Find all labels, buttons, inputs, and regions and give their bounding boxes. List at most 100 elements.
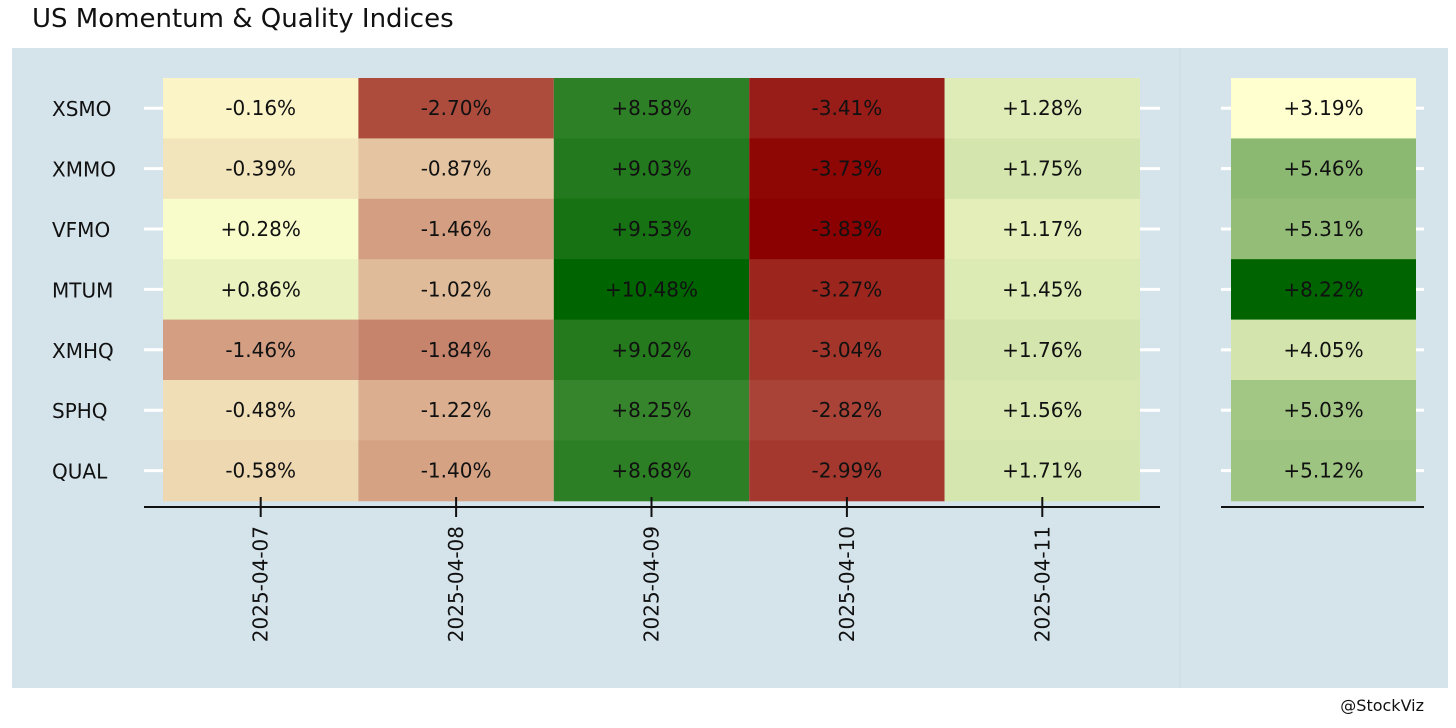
cell-value-label: -2.70% — [421, 96, 492, 120]
heatmap-cell — [1231, 198, 1416, 260]
cell-value-label: +1.76% — [1002, 338, 1082, 362]
y-tick-label: XMMO — [52, 158, 116, 182]
heatmap-cell — [553, 259, 750, 321]
heatmap-cell — [358, 78, 554, 139]
heatmap-cell — [553, 78, 750, 139]
heatmap-cell — [553, 440, 750, 502]
heatmap-cell — [358, 380, 554, 441]
credit-label: @StockViz — [1340, 696, 1424, 715]
y-tick-label: VFMO — [52, 218, 110, 242]
heatmap-cell — [944, 198, 1140, 260]
heatmap-cell — [749, 198, 945, 260]
heatmap-cell — [749, 138, 945, 200]
cell-value-label: +8.68% — [611, 459, 691, 483]
y-tick-label: XMHQ — [52, 339, 114, 363]
heatmap-cell — [1231, 259, 1416, 321]
heatmap-cell — [163, 440, 359, 502]
heatmap-cell — [944, 440, 1140, 502]
cell-value-label: +0.28% — [221, 217, 301, 241]
cell-value-label: +1.28% — [1002, 96, 1082, 120]
cell-value-label: +8.58% — [611, 96, 691, 120]
heatmap-cell — [553, 198, 750, 260]
cell-value-label: -3.27% — [812, 277, 883, 301]
cell-value-label: +1.45% — [1002, 277, 1082, 301]
heatmap-cell — [1231, 440, 1416, 502]
heatmap-cell — [358, 259, 554, 321]
heatmap-cell — [163, 138, 359, 200]
x-tick-label: 2025-04-10 — [835, 526, 859, 642]
y-tick-label: XSMO — [52, 97, 111, 121]
heatmap-cell — [749, 440, 945, 502]
cell-value-label: -0.87% — [421, 157, 492, 181]
heatmap-cell — [358, 198, 554, 260]
y-tick-label: SPHQ — [52, 399, 108, 423]
cell-value-label: +9.53% — [611, 217, 691, 241]
heatmap-cell — [1231, 380, 1416, 441]
y-tick-label: MTUM — [52, 278, 113, 302]
heatmap-cell — [163, 78, 359, 139]
heatmap-cell — [553, 319, 750, 381]
cell-value-label: -1.22% — [421, 398, 492, 422]
cell-value-label: -3.04% — [812, 338, 883, 362]
heatmap-cell — [1231, 78, 1416, 139]
heatmap-cell — [163, 259, 359, 321]
x-tick-label: 2025-04-09 — [640, 526, 664, 642]
cell-value-label: -0.48% — [225, 398, 296, 422]
cell-value-label: +8.25% — [611, 398, 691, 422]
cell-value-label: +5.12% — [1283, 459, 1363, 483]
x-tick-label: 2025-04-08 — [444, 526, 468, 642]
heatmap-cell — [749, 319, 945, 381]
cell-value-label: +9.03% — [611, 157, 691, 181]
heatmap-cell — [1231, 138, 1416, 200]
cell-value-label: +1.71% — [1002, 459, 1082, 483]
daily-returns-grid: -0.16% -2.70% +8.58% -3.41% +1.28% -0.39% -0.8… — [163, 78, 1140, 502]
chart-title: US Momentum & Quality Indices — [32, 4, 454, 34]
total-returns-grid: +3.19% +5.46% +5.31% +8.22% +4.05% +5.03% +5.1… — [1231, 78, 1416, 502]
axes: 2025-04-07 2025-04-08 2025-04-09 2025-04-10… — [52, 97, 1424, 642]
heatmap-cell — [358, 440, 554, 502]
cell-value-label: -1.40% — [421, 459, 492, 483]
cell-value-label: +5.46% — [1283, 157, 1363, 181]
heatmap-cell — [553, 138, 750, 200]
heatmap-cell — [163, 198, 359, 260]
heatmap-cell — [163, 319, 359, 381]
heatmap-cell — [749, 78, 945, 139]
cell-value-label: -0.39% — [225, 157, 296, 181]
cell-value-label: +1.75% — [1002, 157, 1082, 181]
heatmap-cell — [944, 319, 1140, 381]
heatmap-cell — [1231, 319, 1416, 381]
heatmap-cell — [944, 138, 1140, 200]
cell-value-label: +10.48% — [605, 277, 698, 301]
cell-value-label: -0.58% — [225, 459, 296, 483]
cell-value-label: +0.86% — [221, 277, 301, 301]
y-tick-label: QUAL — [52, 460, 108, 484]
x-tick-label: 2025-04-07 — [249, 526, 273, 642]
heatmap-cell — [944, 259, 1140, 321]
heatmap-cell — [358, 319, 554, 381]
heatmap-cell — [944, 78, 1140, 139]
cell-value-label: -1.46% — [421, 217, 492, 241]
cell-value-label: -0.16% — [225, 96, 296, 120]
x-tick-label: 2025-04-11 — [1030, 526, 1054, 642]
cell-value-label: +9.02% — [611, 338, 691, 362]
cell-value-label: -1.02% — [421, 277, 492, 301]
cell-value-label: +8.22% — [1283, 277, 1363, 301]
cell-value-label: -3.41% — [812, 96, 883, 120]
cell-value-label: -3.73% — [812, 157, 883, 181]
cell-value-label: +1.17% — [1002, 217, 1082, 241]
heatmap-cell — [944, 380, 1140, 441]
heatmap-cell — [553, 380, 750, 441]
cell-value-label: -2.99% — [812, 459, 883, 483]
cell-value-label: +3.19% — [1283, 96, 1363, 120]
heatmap-cell — [358, 138, 554, 200]
heatmap-cell — [749, 259, 945, 321]
cell-value-label: -3.83% — [812, 217, 883, 241]
heatmap-cell — [163, 380, 359, 441]
cell-value-label: +5.03% — [1283, 398, 1363, 422]
cell-value-label: -1.84% — [421, 338, 492, 362]
cell-value-label: +5.31% — [1283, 217, 1363, 241]
heatmap-cell — [749, 380, 945, 441]
cell-value-label: +4.05% — [1283, 338, 1363, 362]
cell-value-label: +1.56% — [1002, 398, 1082, 422]
